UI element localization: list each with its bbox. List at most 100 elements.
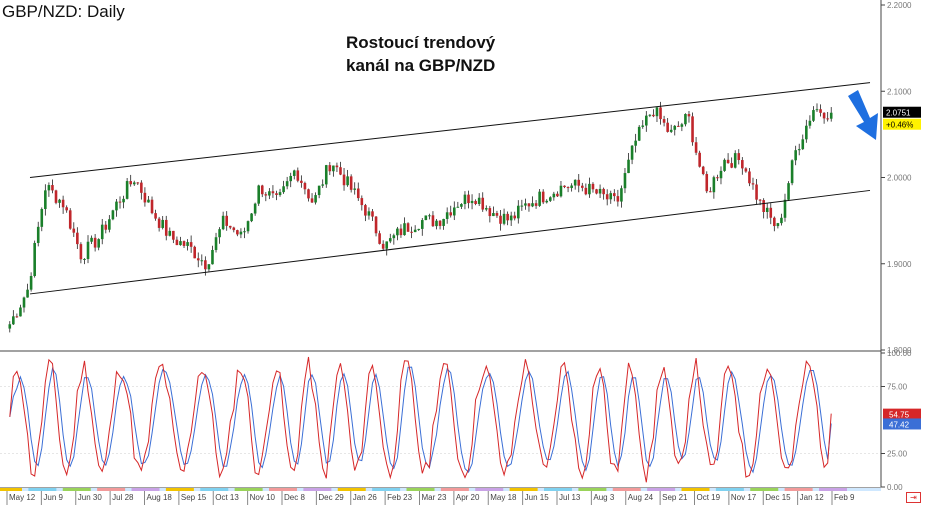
candle — [86, 241, 90, 259]
candle — [342, 174, 346, 186]
candle — [680, 124, 684, 127]
candle — [481, 197, 485, 210]
candle — [662, 119, 666, 123]
candle — [47, 185, 51, 191]
candle — [346, 176, 349, 186]
candle — [637, 126, 641, 141]
candle — [687, 114, 691, 117]
candle — [417, 228, 421, 230]
candle — [527, 203, 531, 207]
candle — [97, 239, 100, 248]
time-tick-label: Sep 21 — [662, 493, 688, 502]
candle — [303, 182, 307, 190]
time-axis-color-mark — [234, 488, 263, 491]
candle — [758, 199, 762, 201]
candle — [829, 112, 833, 119]
candle — [595, 189, 598, 194]
scroll-end-icon[interactable]: ⇥ — [906, 492, 921, 503]
candle — [317, 185, 321, 196]
candle — [143, 192, 147, 203]
candle — [673, 125, 677, 130]
candle — [76, 232, 79, 245]
candle — [310, 198, 314, 203]
candles — [8, 101, 833, 333]
candle — [321, 184, 325, 186]
candle — [563, 185, 566, 188]
candle — [268, 191, 271, 196]
candle — [147, 199, 150, 203]
candle — [289, 175, 293, 182]
chart-title: GBP/NZD: Daily — [2, 2, 125, 21]
time-axis-color-mark — [715, 488, 744, 491]
candle — [200, 260, 204, 262]
trend-channel — [29, 82, 871, 295]
candle — [783, 199, 787, 218]
candle — [172, 230, 175, 240]
time-axis-color-mark — [131, 488, 160, 491]
candle — [68, 210, 72, 229]
time-axis-color-mark — [784, 488, 813, 491]
candle — [125, 181, 129, 199]
change-label: +0.46% — [886, 121, 913, 130]
price-tick-label: 1.9000 — [887, 260, 912, 269]
candle — [392, 235, 396, 239]
candle — [762, 200, 765, 212]
time-axis-color-mark — [269, 488, 297, 491]
time-tick-label: Feb 9 — [834, 493, 855, 502]
channel-upper-line — [29, 82, 871, 178]
candle — [335, 165, 339, 168]
candle — [741, 160, 744, 169]
time-axis-color-mark — [28, 488, 57, 491]
candle — [726, 159, 730, 164]
candle — [691, 116, 694, 143]
candle — [588, 183, 591, 195]
candle — [442, 218, 445, 226]
candle — [271, 191, 275, 194]
candle — [396, 228, 399, 236]
candle — [378, 233, 381, 244]
candle — [150, 199, 154, 214]
candle — [374, 216, 378, 234]
candle — [300, 180, 303, 183]
osc-tick-label: 75.00 — [887, 383, 908, 392]
candle — [161, 219, 164, 228]
candle — [584, 187, 588, 195]
time-axis-color-mark — [509, 488, 538, 491]
candle — [381, 243, 385, 249]
candle — [132, 182, 136, 185]
price-tick-label: 2.2000 — [887, 1, 912, 10]
time-tick-label: Jan 26 — [353, 493, 378, 502]
candle — [225, 215, 228, 226]
annotation-line-2: kanál na GBP/NZD — [346, 56, 496, 75]
candle — [666, 122, 669, 132]
candle — [214, 237, 218, 250]
time-tick-label: Aug 18 — [147, 493, 173, 502]
candle — [808, 120, 812, 126]
candle — [805, 125, 808, 140]
candle — [748, 171, 751, 184]
candle — [609, 193, 613, 200]
time-axis-color-mark — [62, 488, 91, 491]
candle — [218, 229, 221, 238]
candle — [705, 174, 709, 192]
candle — [819, 109, 822, 113]
candle — [620, 188, 623, 202]
candle — [278, 192, 282, 195]
candle — [438, 220, 442, 226]
candle — [118, 201, 122, 203]
price-tick-label: 2.1000 — [887, 87, 912, 96]
grid — [0, 386, 881, 454]
time-axis-color-mark — [475, 488, 504, 491]
candle — [388, 238, 392, 242]
price-tick-label: 1.8000 — [887, 346, 912, 355]
candle — [737, 153, 741, 161]
time-tick-label: Dec 29 — [318, 493, 344, 502]
candle — [33, 242, 36, 277]
candle — [282, 186, 285, 193]
time-tick-label: Mar 23 — [422, 493, 447, 502]
time-axis-color-mark — [647, 488, 676, 491]
time-tick-label: Jan 12 — [800, 493, 825, 502]
candle — [314, 195, 317, 203]
candle — [645, 115, 648, 126]
